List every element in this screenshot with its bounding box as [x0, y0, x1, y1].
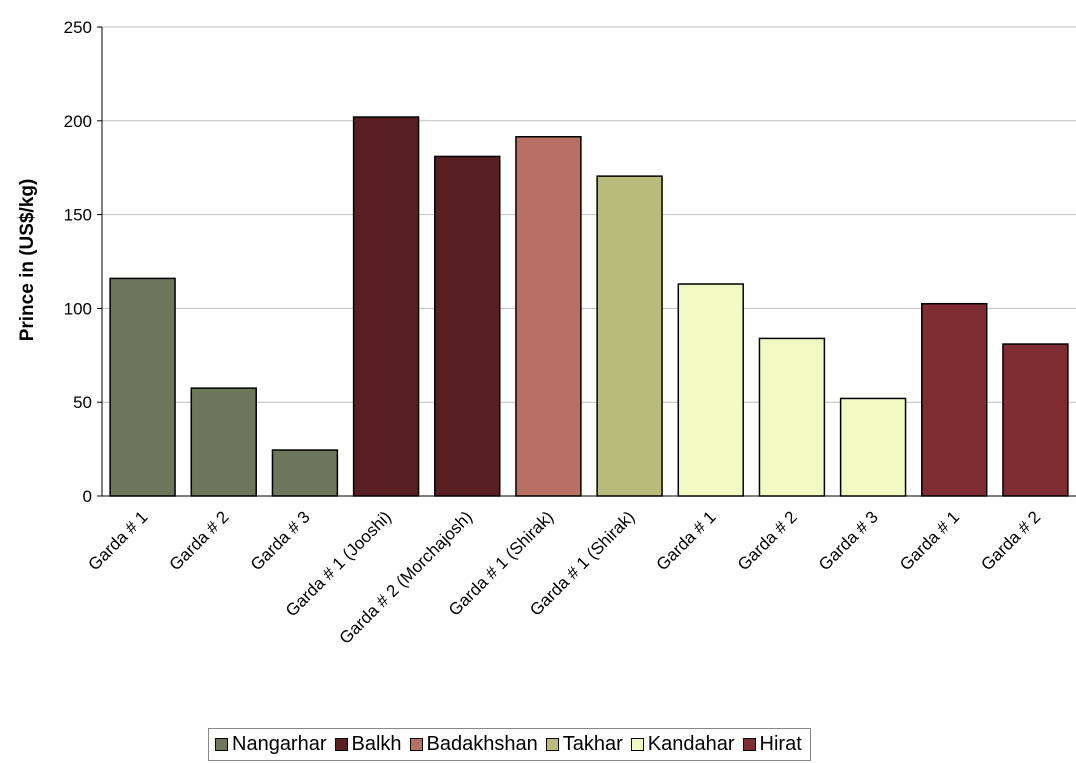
bar: [515, 135, 582, 497]
bar: [677, 283, 744, 497]
y-tick-label: 200: [64, 112, 92, 131]
y-tick-label: 50: [73, 393, 92, 412]
legend-label: Balkh: [351, 733, 402, 755]
legend-label: Takhar: [562, 733, 623, 755]
legend-label: Badakhshan: [426, 733, 538, 755]
bar: [271, 449, 339, 497]
bar: [190, 387, 257, 497]
x-tick-label: Garda # 2: [977, 507, 1044, 574]
legend-item: Hirat: [742, 733, 802, 756]
bar: [434, 155, 501, 497]
y-tick-label: 250: [64, 18, 92, 37]
legend-label: Hirat: [759, 733, 802, 755]
axes: [97, 26, 1076, 497]
bar: [596, 175, 663, 497]
legend-swatch: [334, 738, 348, 751]
bar: [921, 302, 988, 497]
y-axis-label: Prince in (US$/kg): [17, 179, 38, 342]
x-tick-label: Garda # 1: [896, 507, 963, 574]
x-tick-label: Garda # 2 (Morchajosh): [336, 507, 476, 647]
legend-swatch: [545, 738, 559, 751]
y-tick-label: 150: [64, 206, 92, 225]
bar: [758, 337, 826, 497]
legend-item: Nangarhar: [215, 733, 327, 756]
x-tick-label: Garda # 3: [815, 507, 882, 574]
x-tick-label: Garda # 1: [653, 507, 720, 574]
x-tick-label: Garda # 2: [734, 507, 801, 574]
y-tick-label: 0: [83, 487, 92, 506]
bar: [1002, 343, 1069, 497]
bar: [352, 116, 420, 497]
x-tick-label: Garda # 2: [166, 507, 233, 574]
bars: [109, 116, 1069, 497]
bar: [109, 277, 176, 497]
legend-label: Nangarhar: [232, 733, 327, 755]
x-tick-label: Garda # 1: [85, 507, 152, 574]
legend-swatch: [742, 738, 756, 751]
legend-swatch: [409, 738, 423, 751]
legend-label: Kandahar: [647, 733, 735, 755]
y-tick-label: 100: [64, 299, 92, 318]
legend-item: Badakhshan: [409, 733, 538, 756]
legend-item: Takhar: [545, 733, 623, 756]
legend-swatch: [215, 738, 228, 751]
y-tick-labels: 0 50 100 150 200 250: [64, 18, 92, 506]
legend-item: Kandahar: [630, 733, 735, 756]
legend-item: Balkh: [334, 733, 402, 756]
gridlines: [102, 26, 1076, 403]
x-tick-label: Garda # 3: [247, 507, 314, 574]
legend: Nangarhar Balkh Badakhshan Takhar Kandahar Hi…: [208, 728, 811, 761]
legend-swatch: [630, 738, 644, 751]
bar: [839, 397, 907, 497]
